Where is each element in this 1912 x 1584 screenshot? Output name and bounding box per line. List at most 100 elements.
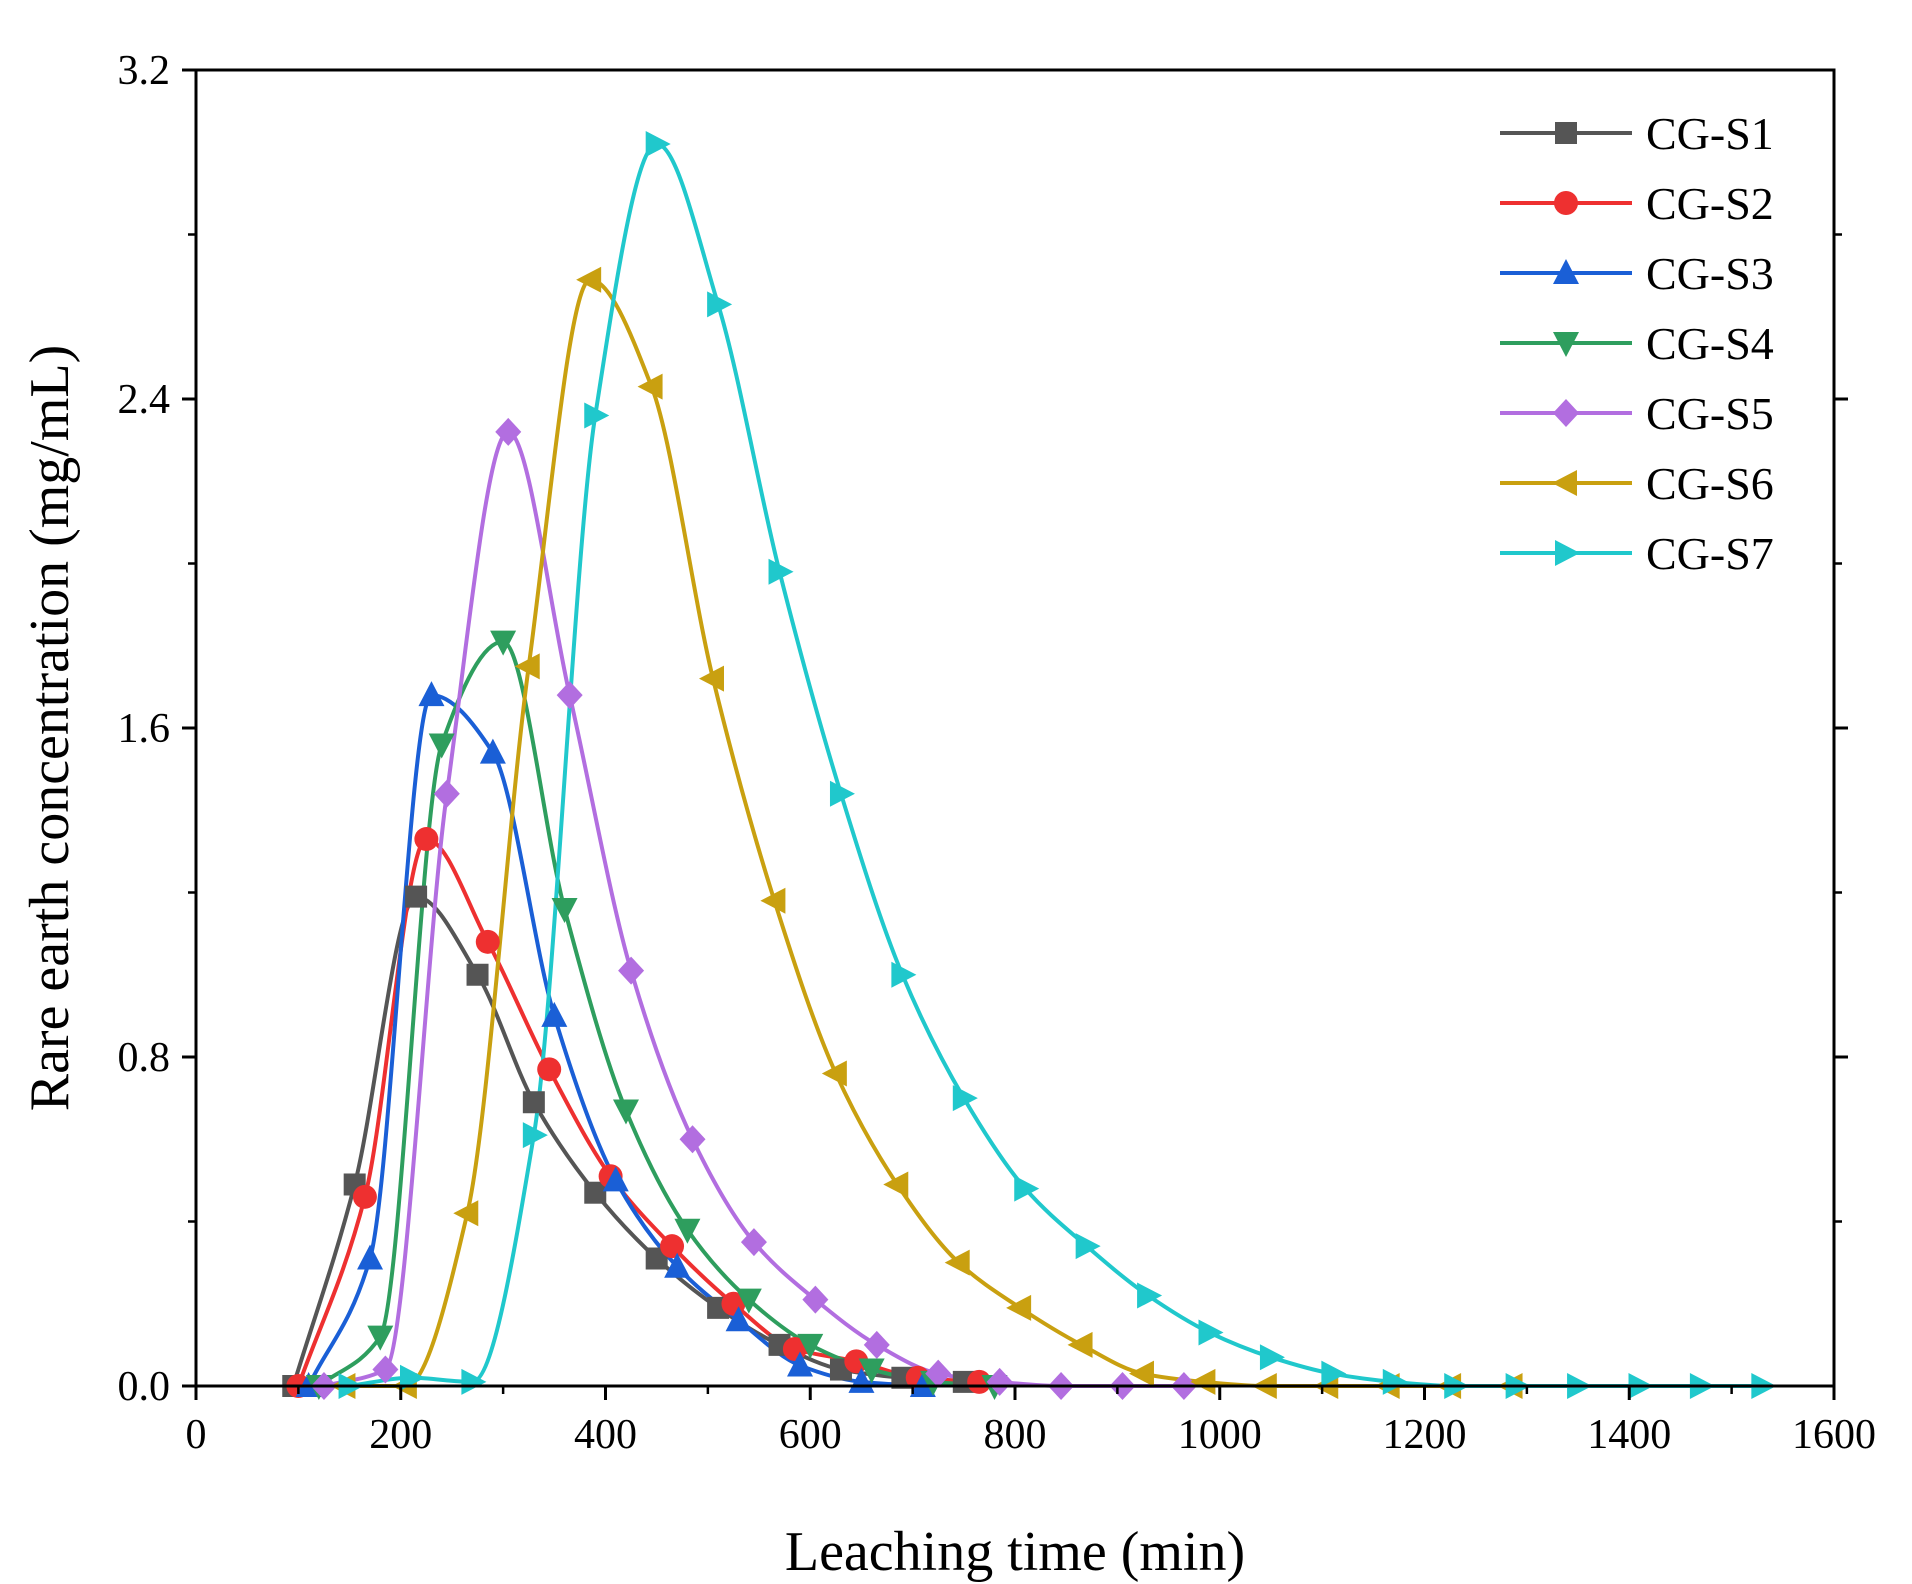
legend-label-cg-s6: CG-S6 — [1646, 458, 1774, 509]
data-point-cg-s6 — [1067, 1331, 1093, 1358]
x-tick-label: 1600 — [1792, 1412, 1876, 1458]
legend-marker-cg-s1 — [1555, 122, 1577, 144]
x-tick-label: 200 — [369, 1412, 432, 1458]
x-tick-label: 400 — [574, 1412, 637, 1458]
data-point-cg-s7 — [1259, 1344, 1285, 1371]
data-point-cg-s7 — [952, 1085, 978, 1112]
legend-label-cg-s1: CG-S1 — [1646, 108, 1774, 159]
data-point-cg-s5 — [618, 956, 645, 985]
data-point-cg-s5 — [863, 1330, 890, 1359]
data-point-cg-s6 — [944, 1249, 970, 1276]
series-line-cg-s1 — [291, 894, 964, 1387]
axis-ticks: 0 200 400 600 800 1000 1200 1400 1600 0.0 0.8 1.6 2.… — [118, 48, 1877, 1458]
data-point-cg-s6 — [453, 1200, 479, 1227]
data-point-cg-s1 — [405, 885, 428, 908]
series-curves — [291, 142, 1763, 1388]
data-point-cg-s5 — [433, 779, 460, 808]
data-point-cg-s2 — [475, 929, 500, 954]
legend-marker-cg-s7 — [1555, 540, 1580, 566]
y-axis-title: Rare earth concentration (mg/mL) — [19, 345, 81, 1112]
data-point-cg-s2 — [537, 1057, 562, 1082]
data-point-cg-s3 — [787, 1351, 814, 1377]
y-tick-label: 3.2 — [118, 48, 171, 94]
y-tick-label: 2.4 — [118, 377, 171, 423]
legend-marker-cg-s3 — [1553, 259, 1579, 284]
data-point-cg-s7 — [522, 1122, 548, 1149]
data-point-cg-s1 — [466, 963, 489, 986]
data-point-cg-s7 — [1075, 1233, 1101, 1260]
x-tick-label: 0 — [186, 1412, 207, 1458]
data-point-cg-s3 — [725, 1306, 752, 1332]
x-tick-label: 1000 — [1178, 1412, 1262, 1458]
data-point-cg-s3 — [602, 1166, 629, 1192]
data-point-cg-s1 — [584, 1181, 607, 1204]
data-point-cg-s5 — [372, 1355, 399, 1384]
data-point-cg-s2 — [414, 827, 439, 852]
data-point-cg-s5 — [802, 1285, 829, 1314]
x-tick-label: 800 — [984, 1412, 1047, 1458]
data-point-cg-s6 — [1128, 1360, 1154, 1387]
data-point-cg-s4 — [858, 1358, 885, 1384]
data-point-cg-s4 — [367, 1325, 394, 1351]
x-axis-title: Leaching time (min) — [785, 1521, 1245, 1583]
data-point-cg-s7 — [645, 131, 671, 158]
data-point-cg-s7 — [707, 291, 733, 318]
data-point-cg-s3 — [479, 738, 506, 764]
data-point-cg-s3 — [664, 1252, 691, 1278]
series-line-cg-s4 — [317, 639, 995, 1388]
legend-marker-cg-s2 — [1554, 191, 1578, 215]
legend: CG-S1 CG-S2 CG-S3 CG-S4 CG-S5 CG-S6 CG-S7 — [1500, 108, 1774, 579]
data-point-cg-s7 — [584, 402, 610, 429]
data-point-cg-s1 — [522, 1091, 545, 1114]
data-point-cg-s4 — [674, 1218, 701, 1244]
data-point-cg-s6 — [637, 373, 663, 400]
data-point-cg-s4 — [490, 630, 517, 656]
data-point-cg-s4 — [428, 733, 455, 759]
legend-label-cg-s7: CG-S7 — [1646, 528, 1774, 579]
data-point-cg-s2 — [660, 1234, 685, 1259]
data-point-cg-s4 — [612, 1099, 639, 1125]
data-point-cg-s6 — [883, 1171, 909, 1198]
data-point-cg-s5 — [495, 417, 522, 446]
data-point-cg-s5 — [679, 1125, 706, 1154]
data-point-cg-s3 — [418, 681, 445, 707]
series-markers — [282, 131, 1777, 1400]
y-tick-label: 0.0 — [118, 1364, 171, 1410]
data-point-cg-s6 — [514, 653, 540, 680]
legend-label-cg-s3: CG-S3 — [1646, 248, 1774, 299]
data-point-cg-s5 — [986, 1367, 1013, 1396]
legend-marker-cg-s6 — [1552, 470, 1577, 496]
data-point-cg-s5 — [740, 1228, 767, 1257]
data-point-cg-s7 — [1321, 1360, 1347, 1387]
data-point-cg-s5 — [925, 1359, 952, 1388]
data-point-cg-s6 — [698, 665, 724, 692]
x-tick-label: 1200 — [1383, 1412, 1467, 1458]
y-tick-label: 0.8 — [118, 1035, 171, 1081]
legend-label-cg-s5: CG-S5 — [1646, 388, 1774, 439]
data-point-cg-s5 — [556, 681, 583, 710]
legend-label-cg-s2: CG-S2 — [1646, 178, 1774, 229]
data-point-cg-s7 — [461, 1368, 487, 1395]
y-tick-label: 1.6 — [118, 706, 171, 752]
data-point-cg-s3 — [357, 1244, 384, 1270]
data-point-cg-s7 — [829, 780, 855, 807]
data-point-cg-s2 — [352, 1184, 377, 1209]
data-point-cg-s6 — [1006, 1294, 1032, 1321]
data-point-cg-s7 — [399, 1364, 425, 1391]
data-point-cg-s4 — [551, 897, 578, 923]
data-point-cg-s2 — [844, 1349, 869, 1374]
data-point-cg-s7 — [1014, 1175, 1040, 1202]
data-point-cg-s4 — [797, 1333, 824, 1359]
data-point-cg-s6 — [760, 887, 786, 914]
data-point-cg-s7 — [891, 961, 917, 988]
data-point-cg-s7 — [1382, 1368, 1408, 1395]
legend-label-cg-s4: CG-S4 — [1646, 318, 1774, 369]
data-point-cg-s7 — [1198, 1319, 1224, 1346]
legend-marker-cg-s4 — [1553, 332, 1579, 357]
x-tick-label: 600 — [779, 1412, 842, 1458]
data-point-cg-s7 — [1137, 1282, 1163, 1309]
data-point-cg-s6 — [1190, 1368, 1216, 1395]
data-point-cg-s6 — [576, 266, 602, 293]
